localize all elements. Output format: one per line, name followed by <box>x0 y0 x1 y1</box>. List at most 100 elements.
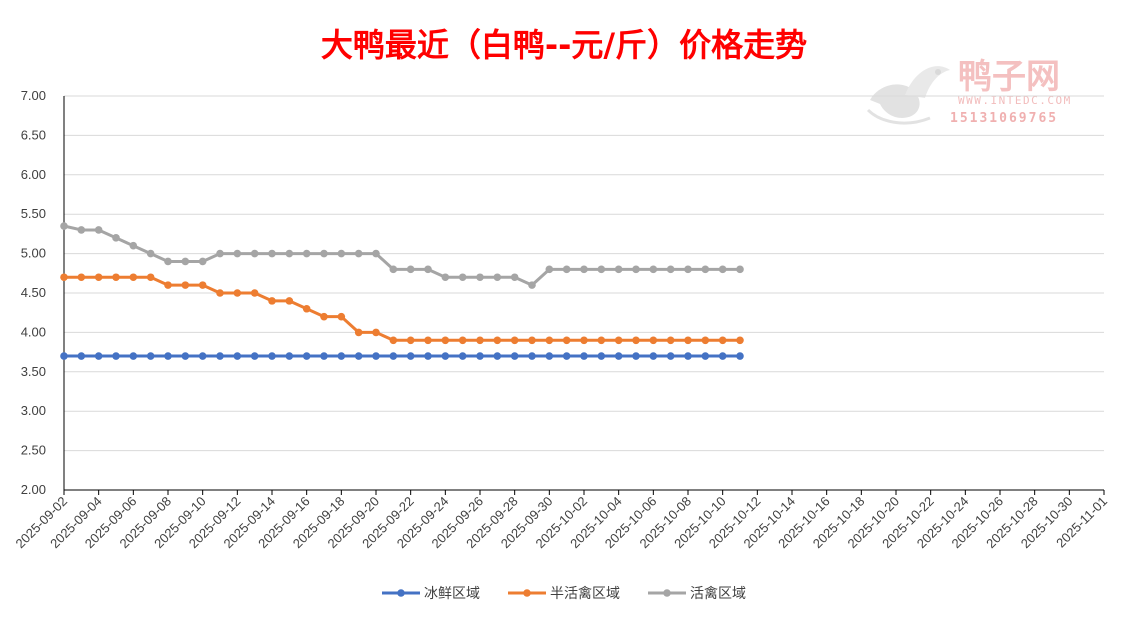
data-point <box>458 352 467 360</box>
y-axis-ticks: 2.00 2.50 3.00 3.50 4.00 4.50 5.00 5.50 6.00 6.50… <box>21 88 46 497</box>
data-point <box>320 312 328 321</box>
data-point <box>198 281 207 289</box>
data-point <box>268 297 276 305</box>
y-tick-label: 3.00 <box>21 403 46 418</box>
legend-swatch-marker <box>663 589 671 597</box>
data-point <box>424 336 432 345</box>
series-1 <box>60 273 744 345</box>
data-point <box>337 249 346 258</box>
legend-swatch-marker <box>523 589 531 597</box>
data-point <box>614 265 623 274</box>
data-point <box>476 352 484 360</box>
data-point <box>736 352 744 360</box>
data-point <box>233 289 242 297</box>
y-tick-label: 2.00 <box>21 482 46 497</box>
data-point <box>285 249 294 258</box>
data-point <box>528 336 536 345</box>
data-point <box>632 265 640 274</box>
data-point <box>354 328 363 337</box>
data-point <box>372 249 380 258</box>
data-point <box>250 289 259 297</box>
data-point <box>129 352 138 360</box>
watermark-brand: 鸭子网 <box>958 57 1060 97</box>
legend-label: 活禽区域 <box>690 585 746 602</box>
data-point <box>701 265 710 274</box>
legend-item: 活禽区域 <box>648 585 746 602</box>
data-point <box>684 352 692 360</box>
y-tick-label: 5.50 <box>21 206 46 221</box>
data-point <box>684 265 692 274</box>
data-point <box>562 265 571 274</box>
data-point <box>736 265 744 274</box>
legend-item: 半活禽区域 <box>508 585 620 602</box>
data-point <box>528 281 536 289</box>
data-point <box>129 241 138 250</box>
data-point <box>736 336 744 345</box>
data-point <box>181 352 190 360</box>
data-point <box>580 336 588 345</box>
series-lines <box>60 222 744 360</box>
data-point <box>562 336 571 345</box>
data-point <box>510 336 519 345</box>
data-point <box>441 336 450 345</box>
legend-label: 半活禽区域 <box>550 585 620 602</box>
data-point <box>666 265 675 274</box>
data-point <box>597 265 606 274</box>
y-tick-label: 2.50 <box>21 443 46 458</box>
data-point <box>216 249 224 258</box>
data-point <box>94 226 103 234</box>
series-line <box>64 275 740 342</box>
data-point <box>112 234 120 242</box>
data-point <box>233 352 242 360</box>
data-point <box>77 226 86 234</box>
series-line <box>63 224 740 287</box>
data-point <box>666 336 675 345</box>
data-point <box>580 265 588 274</box>
data-point <box>510 273 519 282</box>
data-point <box>424 265 432 274</box>
y-tick-label: 4.50 <box>21 285 46 300</box>
data-point <box>545 336 554 345</box>
data-point <box>458 336 467 345</box>
data-point <box>233 249 242 258</box>
chart-title: 大鸭最近（白鸭--元/斤）价格走势 <box>321 26 807 64</box>
data-point <box>77 352 86 360</box>
data-point <box>632 336 640 345</box>
data-point <box>632 352 640 360</box>
data-point <box>649 265 658 274</box>
data-point <box>718 336 727 345</box>
y-tick-label: 5.00 <box>21 246 46 261</box>
watermark-url: WWW.INTEDC.COM <box>958 94 1072 107</box>
data-point <box>649 352 658 360</box>
data-point <box>285 352 294 360</box>
series-0 <box>60 352 744 360</box>
data-point <box>372 328 380 337</box>
data-point <box>320 352 328 360</box>
data-point <box>545 352 554 360</box>
data-point <box>718 265 727 274</box>
data-point <box>198 257 207 266</box>
data-point <box>406 352 415 360</box>
data-point <box>528 352 536 360</box>
legend-swatch-marker <box>397 589 405 597</box>
series-2 <box>60 222 744 289</box>
data-point <box>146 249 155 258</box>
data-point <box>458 273 467 282</box>
data-point <box>389 336 398 345</box>
data-point <box>406 336 415 345</box>
data-point <box>146 352 155 360</box>
data-point <box>389 352 398 360</box>
data-point <box>718 352 727 360</box>
data-point <box>320 249 328 258</box>
watermark-phone: 15131069765 <box>950 111 1058 126</box>
data-point <box>354 352 363 360</box>
data-point <box>94 352 103 360</box>
data-point <box>302 249 311 258</box>
data-point <box>250 352 259 360</box>
data-point <box>181 257 190 266</box>
data-point <box>666 352 675 360</box>
data-point <box>94 273 103 282</box>
